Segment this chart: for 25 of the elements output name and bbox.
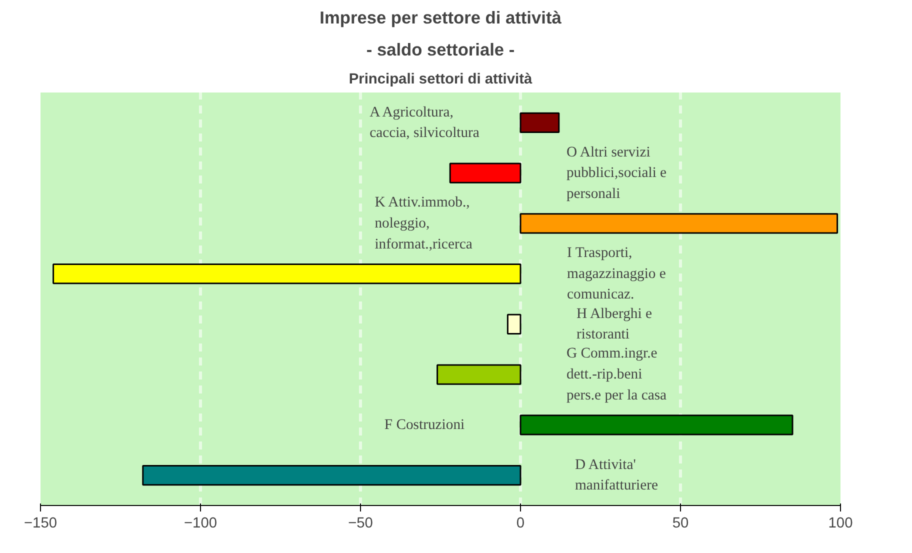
x-tick-label: 100 [828,516,853,532]
y-tick-label: K Attiv.immob., noleggio, informat.,ricerca [374,194,473,252]
x-tick-label: −50 [348,516,373,532]
x-tick-label: −150 [24,516,58,532]
text: Principali settori di attività [348,72,533,88]
chart-title: Imprese per settore di attività [320,8,562,28]
bar [506,314,522,334]
bar [520,414,794,436]
bar [520,112,560,134]
y-tick-label: A Agricoltura, caccia, silvicoltura [370,104,480,142]
chart-subtitle: - saldo settoriale - [366,40,515,60]
y-tick-label: F Costruzioni [384,416,465,433]
y-tick-label: O Altri servizi pubblici,sociali e personali [566,144,667,202]
bar [449,162,522,184]
x-tick-label: −100 [184,516,218,532]
y-tick-label: G Comm.ingr.e dett.-rip.beni pers.e per la casa [566,346,668,404]
bar [52,264,522,284]
y-tick-label: D Attivita' manifatturiere [574,456,658,494]
bar [142,464,522,486]
bar [436,364,522,385]
x-tick-label: 50 [672,516,689,532]
x-tick-label: 0 [516,516,525,532]
bar [520,213,838,234]
y-tick-label: I Trasporti, magazzinaggio e comunicaz. [567,245,666,303]
y-tick-label: H Alberghi e ristoranti [576,306,652,343]
